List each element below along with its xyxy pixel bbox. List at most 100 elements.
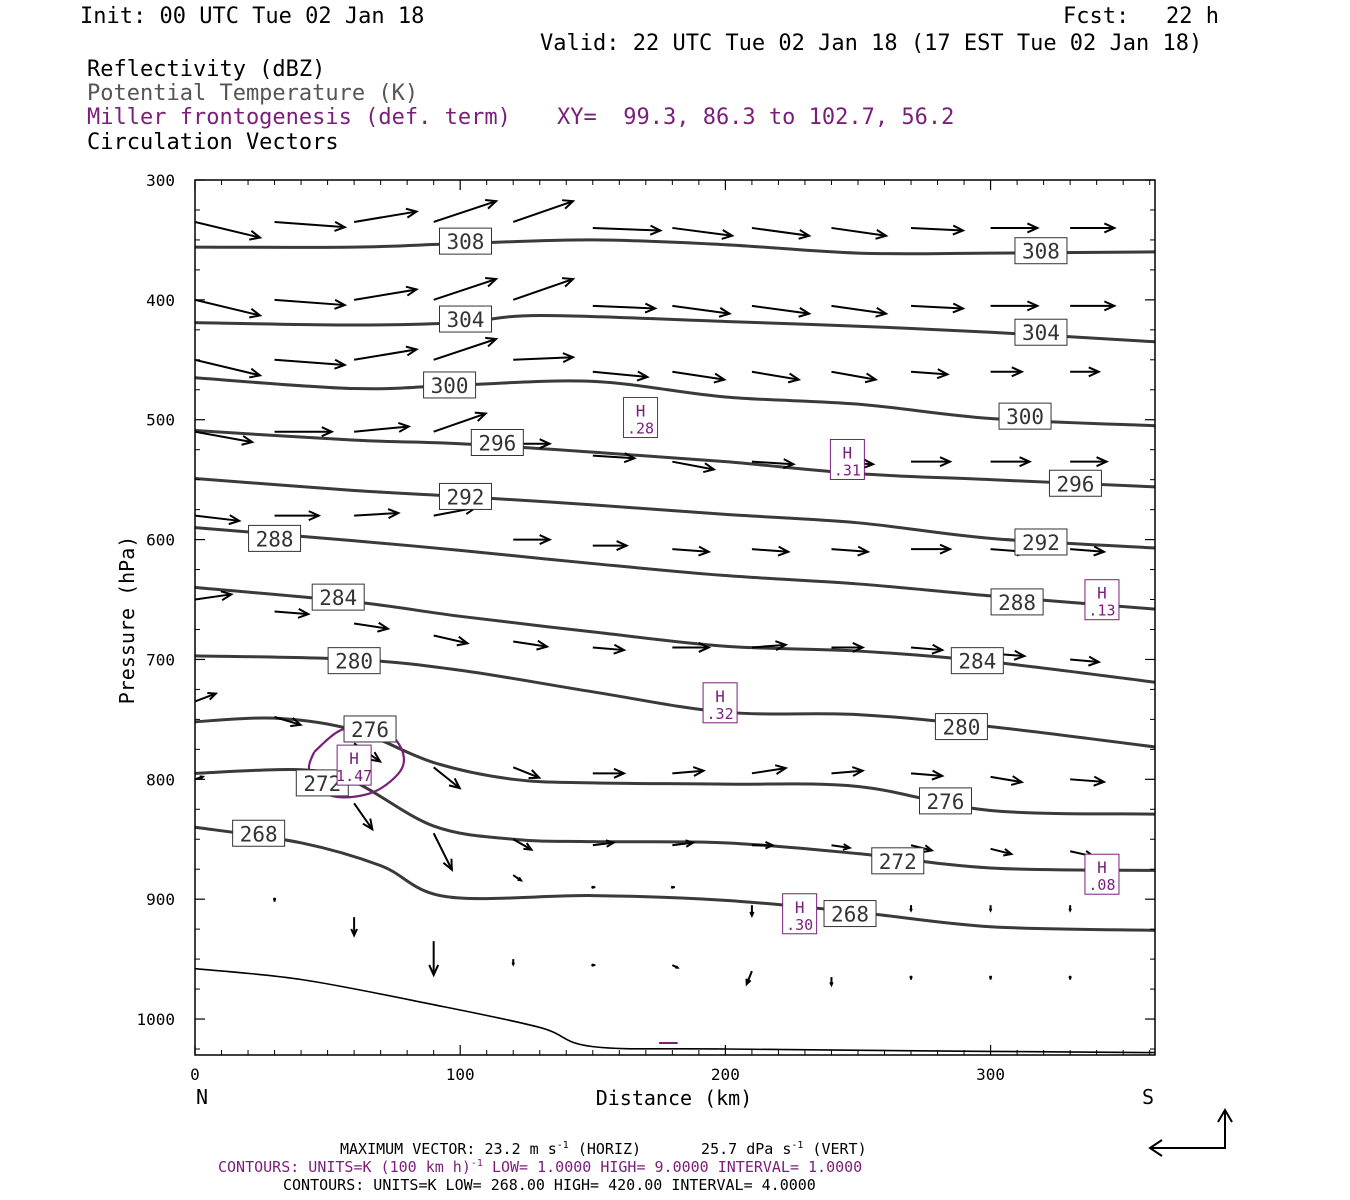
- reference-vector-key: [1148, 1108, 1233, 1157]
- circulation-vector: [274, 358, 348, 370]
- circulation-vector: [910, 224, 966, 236]
- svg-text:.08: .08: [1088, 876, 1115, 894]
- x-tick-label: 300: [976, 1065, 1005, 1084]
- circulation-vector: [273, 897, 277, 902]
- frontogenesis-maximum: H.32: [702, 682, 738, 724]
- forecast-label: Fcst:: [1063, 4, 1130, 29]
- theta-contour-308: [195, 238, 1155, 256]
- circulation-vector: [831, 304, 889, 318]
- circulation-vector: [909, 975, 913, 980]
- circulation-vector: [195, 298, 263, 319]
- circulation-vector: [195, 358, 263, 379]
- svg-text:284: 284: [319, 586, 357, 610]
- circulation-vector: [274, 220, 348, 232]
- circulation-vector: [592, 370, 650, 382]
- theta-contour-label: 284: [950, 647, 1004, 675]
- svg-text:1.47: 1.47: [336, 767, 372, 785]
- circulation-vector: [433, 634, 470, 647]
- theta-contour-label: 308: [438, 227, 492, 255]
- circulation-vector: [911, 456, 953, 468]
- theta-contour-label: 276: [918, 787, 972, 815]
- circulation-vector: [513, 639, 550, 651]
- svg-text:308: 308: [1022, 240, 1060, 264]
- circulation-vector: [353, 285, 419, 301]
- svg-text:H: H: [349, 749, 359, 768]
- svg-text:.31: .31: [834, 461, 861, 479]
- circulation-vector: [1070, 775, 1107, 787]
- frontogenesis-maximum: H.08: [1084, 853, 1120, 895]
- circulation-vector: [592, 452, 637, 464]
- svg-text:300: 300: [1006, 405, 1044, 429]
- x-tick-label: 100: [446, 1065, 475, 1084]
- circulation-vector: [831, 370, 879, 384]
- x-tick-label: 200: [711, 1065, 740, 1084]
- valid-time: Valid: 22 UTC Tue 02 Jan 18 (17 EST Tue …: [540, 31, 1203, 56]
- svg-text:292: 292: [1022, 531, 1060, 555]
- circulation-vector: [195, 514, 242, 526]
- circulation-vector: [591, 963, 596, 967]
- circulation-vector: [988, 905, 993, 913]
- circulation-vector: [751, 841, 776, 850]
- circulation-vector: [592, 767, 627, 779]
- theta-contour-304: [195, 313, 1155, 344]
- circulation-vector: [751, 764, 789, 775]
- circulation-vector: [910, 769, 945, 781]
- terrain-surface-line: [195, 967, 1155, 1054]
- svg-text:296: 296: [1056, 472, 1094, 496]
- circulation-vector: [990, 775, 1025, 786]
- plot-frame: [194, 179, 1156, 1056]
- svg-text:296: 296: [478, 432, 516, 456]
- circulation-vector: [433, 276, 499, 301]
- circulation-vector: [195, 430, 255, 446]
- theta-contour-label: 292: [438, 482, 492, 510]
- circulation-vector: [745, 970, 753, 987]
- circulation-vector: [1068, 975, 1072, 980]
- circulation-vector: [433, 336, 499, 361]
- theta-contour-label: 300: [423, 371, 477, 399]
- circulation-vector: [672, 642, 712, 653]
- circulation-vector: [751, 545, 791, 557]
- frontogenesis-maximum: H1.47: [336, 744, 372, 786]
- svg-text:292: 292: [447, 485, 485, 509]
- theta-contour-label: 304: [1014, 318, 1068, 346]
- circulation-vector: [910, 643, 945, 655]
- circulation-vector: [592, 302, 658, 314]
- circulation-vector: [511, 959, 515, 967]
- circulation-vector: [751, 370, 802, 384]
- circulation-vector: [512, 874, 524, 882]
- circulation-vector: [829, 977, 834, 988]
- circulation-vector: [274, 607, 311, 619]
- circulation-vector: [1070, 222, 1117, 234]
- circulation-vector: [672, 545, 712, 557]
- svg-text:276: 276: [927, 790, 965, 814]
- y-tick-label: 300: [146, 171, 175, 190]
- theta-contour-label: 304: [438, 305, 492, 333]
- circulation-vector: [274, 298, 348, 310]
- circulation-vector: [513, 352, 576, 364]
- circulation-vector: [512, 838, 534, 851]
- theta-contour-label: 300: [998, 402, 1052, 430]
- circulation-vector: [433, 766, 462, 790]
- circulation-vector: [350, 917, 358, 938]
- circulation-vector: [274, 426, 335, 438]
- circulation-vector: [592, 540, 630, 551]
- circulation-vector: [1070, 300, 1117, 312]
- circulation-vector: [990, 366, 1025, 378]
- circulation-vector: [1068, 905, 1072, 913]
- y-tick-label: 400: [146, 291, 175, 310]
- circulation-vector: [1070, 545, 1107, 557]
- x-tick-label: 0: [190, 1065, 200, 1084]
- y-tick-label: 800: [146, 770, 175, 789]
- circulation-vector: [670, 885, 675, 889]
- svg-text:308: 308: [447, 230, 485, 254]
- circulation-vector: [513, 534, 553, 546]
- circulation-vector: [591, 885, 596, 889]
- init-time: Init: 00 UTC Tue 02 Jan 18: [80, 4, 425, 29]
- svg-text:.13: .13: [1088, 602, 1115, 620]
- theta-contour-296: [195, 429, 1155, 489]
- theta-contour-292: [195, 476, 1155, 550]
- circulation-vector: [672, 304, 732, 318]
- theta-contour-label: 272: [871, 847, 925, 875]
- y-tick-label: 600: [146, 531, 175, 550]
- circulation-vector: [672, 370, 727, 384]
